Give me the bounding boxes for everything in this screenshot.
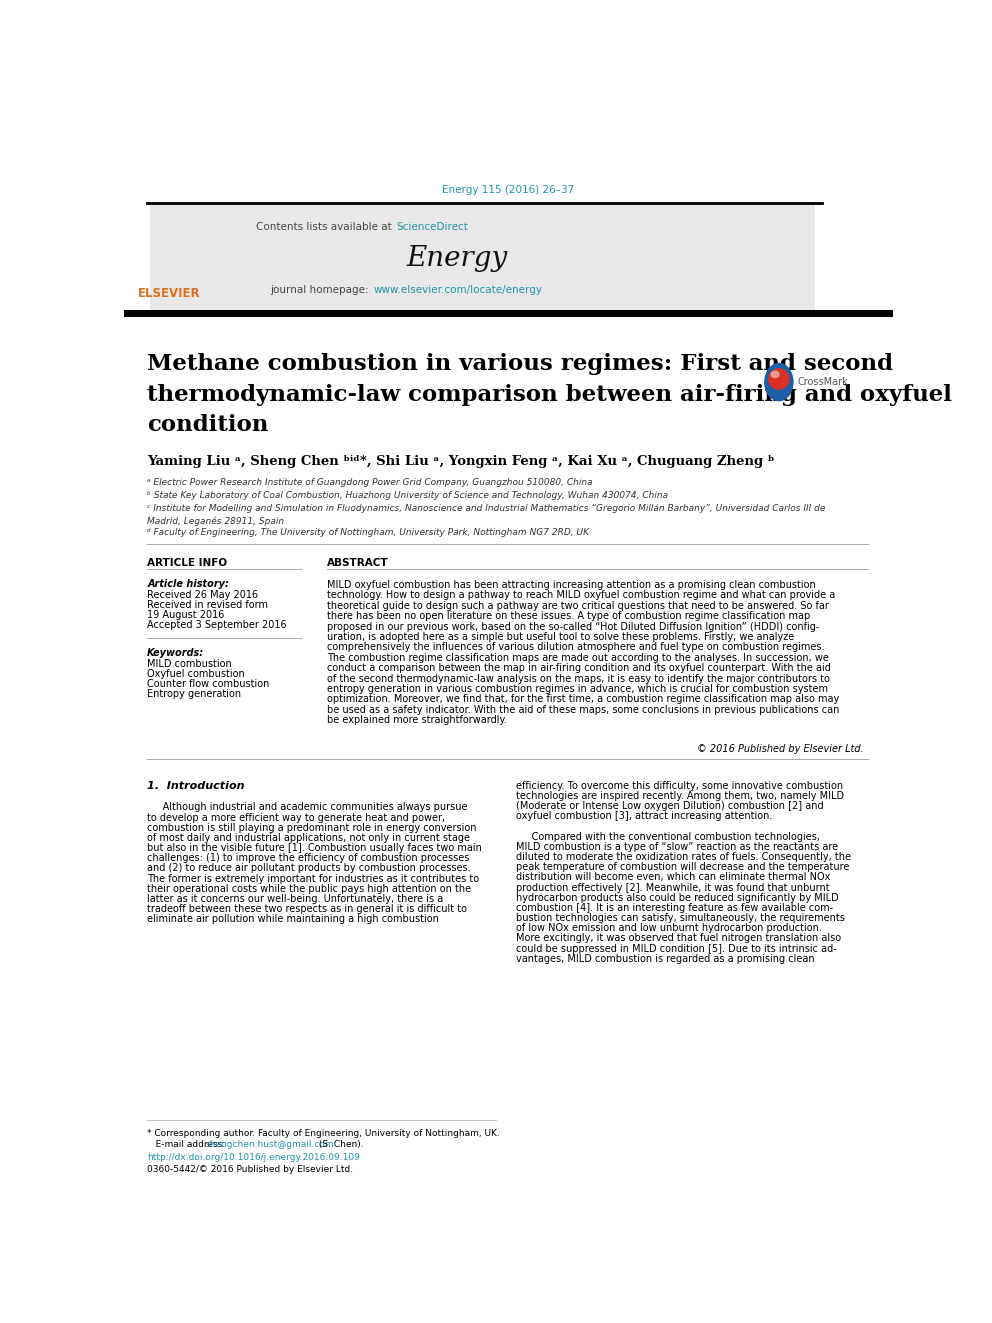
Text: conduct a comparison between the map in air-firing condition and its oxyfuel cou: conduct a comparison between the map in … bbox=[327, 663, 831, 673]
Text: efficiency. To overcome this difficulty, some innovative combustion: efficiency. To overcome this difficulty,… bbox=[516, 781, 843, 791]
Ellipse shape bbox=[764, 363, 794, 401]
Text: theoretical guide to design such a pathway are two critical questions that need : theoretical guide to design such a pathw… bbox=[327, 601, 829, 611]
Text: hydrocarbon products also could be reduced significantly by MILD: hydrocarbon products also could be reduc… bbox=[516, 893, 839, 902]
Text: MILD oxyfuel combustion has been attracting increasing attention as a promising : MILD oxyfuel combustion has been attract… bbox=[327, 579, 815, 590]
Text: © 2016 Published by Elsevier Ltd.: © 2016 Published by Elsevier Ltd. bbox=[697, 744, 864, 754]
Text: The combustion regime classification maps are made out according to the analyses: The combustion regime classification map… bbox=[327, 652, 829, 663]
Text: ABSTRACT: ABSTRACT bbox=[327, 557, 389, 568]
Text: 0360-5442/© 2016 Published by Elsevier Ltd.: 0360-5442/© 2016 Published by Elsevier L… bbox=[147, 1166, 353, 1174]
Text: 1.  Introduction: 1. Introduction bbox=[147, 781, 245, 791]
Text: bustion technologies can satisfy, simultaneously, the requirements: bustion technologies can satisfy, simult… bbox=[516, 913, 845, 923]
Text: tradeoff between these two respects as in general it is difficult to: tradeoff between these two respects as i… bbox=[147, 904, 467, 914]
Text: but also in the visible future [1]. Combustion usually faces two main: but also in the visible future [1]. Comb… bbox=[147, 843, 482, 853]
Text: of most daily and industrial applications, not only in current stage: of most daily and industrial application… bbox=[147, 833, 470, 843]
Text: optimization. Moreover, we find that, for the first time, a combustion regime cl: optimization. Moreover, we find that, fo… bbox=[327, 695, 839, 704]
Text: www.elsevier.com/locate/energy: www.elsevier.com/locate/energy bbox=[374, 284, 543, 295]
Text: to develop a more efficient way to generate heat and power,: to develop a more efficient way to gener… bbox=[147, 812, 445, 823]
Text: combustion [4]. It is an interesting feature as few available com-: combustion [4]. It is an interesting fea… bbox=[516, 902, 833, 913]
Text: Keywords:: Keywords: bbox=[147, 648, 204, 659]
Text: Yaming Liu ᵃ, Sheng Chen ᵇⁱᵈ*, Shi Liu ᵃ, Yongxin Feng ᵃ, Kai Xu ᵃ, Chuguang Zhe: Yaming Liu ᵃ, Sheng Chen ᵇⁱᵈ*, Shi Liu ᵃ… bbox=[147, 455, 775, 468]
Text: MILD combustion is a type of “slow” reaction as the reactants are: MILD combustion is a type of “slow” reac… bbox=[516, 841, 838, 852]
Text: Energy: Energy bbox=[407, 245, 508, 273]
Text: Methane combustion in various regimes: First and second: Methane combustion in various regimes: F… bbox=[147, 353, 893, 374]
Text: Oxyfuel combustion: Oxyfuel combustion bbox=[147, 669, 245, 679]
Ellipse shape bbox=[768, 368, 790, 390]
Text: of the second thermodynamic-law analysis on the maps, it is easy to identify the: of the second thermodynamic-law analysis… bbox=[327, 673, 830, 684]
Text: (S. Chen).: (S. Chen). bbox=[316, 1139, 364, 1148]
Text: ScienceDirect: ScienceDirect bbox=[397, 221, 468, 232]
Text: their operational costs while the public pays high attention on the: their operational costs while the public… bbox=[147, 884, 471, 894]
Bar bbox=[150, 204, 814, 312]
Text: E-mail address:: E-mail address: bbox=[147, 1139, 228, 1148]
Text: More excitingly, it was observed that fuel nitrogen translation also: More excitingly, it was observed that fu… bbox=[516, 934, 841, 943]
Text: Contents lists available at: Contents lists available at bbox=[256, 221, 395, 232]
Text: diluted to moderate the oxidization rates of fuels. Consequently, the: diluted to moderate the oxidization rate… bbox=[516, 852, 851, 863]
Text: Madrid, Leganés 28911, Spain: Madrid, Leganés 28911, Spain bbox=[147, 516, 285, 525]
Text: uration, is adopted here as a simple but useful tool to solve these problems. Fi: uration, is adopted here as a simple but… bbox=[327, 632, 795, 642]
Text: eliminate air pollution while maintaining a high combustion: eliminate air pollution while maintainin… bbox=[147, 914, 439, 925]
Text: be explained more straightforwardly.: be explained more straightforwardly. bbox=[327, 716, 507, 725]
Text: ᵇ State Key Laboratory of Coal Combustion, Huazhong University of Science and Te: ᵇ State Key Laboratory of Coal Combustio… bbox=[147, 491, 669, 500]
Text: ᵈ Faculty of Engineering, The University of Nottingham, University Park, Notting: ᵈ Faculty of Engineering, The University… bbox=[147, 528, 589, 537]
Text: Counter flow combustion: Counter flow combustion bbox=[147, 679, 270, 689]
Text: technologies are inspired recently. Among them, two, namely MILD: technologies are inspired recently. Amon… bbox=[516, 791, 844, 802]
Ellipse shape bbox=[771, 370, 780, 378]
Text: distribution will become even, which can eliminate thermal NOx: distribution will become even, which can… bbox=[516, 872, 830, 882]
Text: ELSEVIER: ELSEVIER bbox=[138, 287, 200, 300]
Text: peak temperature of combustion will decrease and the temperature: peak temperature of combustion will decr… bbox=[516, 863, 849, 872]
Text: combustion is still playing a predominant role in energy conversion: combustion is still playing a predominan… bbox=[147, 823, 477, 832]
Text: journal homepage:: journal homepage: bbox=[270, 284, 372, 295]
Text: (Moderate or Intense Low oxygen Dilution) combustion [2] and: (Moderate or Intense Low oxygen Dilution… bbox=[516, 802, 823, 811]
Text: Energy 115 (2016) 26–37: Energy 115 (2016) 26–37 bbox=[442, 185, 574, 194]
Text: production effectively [2]. Meanwhile, it was found that unburnt: production effectively [2]. Meanwhile, i… bbox=[516, 882, 829, 893]
Text: entropy generation in various combustion regimes in advance, which is crucial fo: entropy generation in various combustion… bbox=[327, 684, 828, 693]
Text: and (2) to reduce air pollutant products by combustion processes.: and (2) to reduce air pollutant products… bbox=[147, 864, 471, 873]
Text: vantages, MILD combustion is regarded as a promising clean: vantages, MILD combustion is regarded as… bbox=[516, 954, 814, 963]
Text: CrossMark: CrossMark bbox=[798, 377, 848, 388]
Text: Received in revised form: Received in revised form bbox=[147, 599, 268, 610]
Text: challenges: (1) to improve the efficiency of combustion processes: challenges: (1) to improve the efficienc… bbox=[147, 853, 469, 864]
Text: comprehensively the influences of various dilution atmosphere and fuel type on c: comprehensively the influences of variou… bbox=[327, 643, 824, 652]
Text: Accepted 3 September 2016: Accepted 3 September 2016 bbox=[147, 620, 287, 630]
Text: * Corresponding author. Faculty of Engineering, University of Nottingham, UK.: * Corresponding author. Faculty of Engin… bbox=[147, 1129, 500, 1138]
Text: Entropy generation: Entropy generation bbox=[147, 689, 241, 700]
Text: thermodynamic-law comparison between air-firing and oxyfuel: thermodynamic-law comparison between air… bbox=[147, 384, 952, 406]
Text: could be suppressed in MILD condition [5]. Due to its intrinsic ad-: could be suppressed in MILD condition [5… bbox=[516, 943, 837, 954]
Text: proposed in our previous work, based on the so-called “Hot Diluted Diffusion Ign: proposed in our previous work, based on … bbox=[327, 622, 819, 631]
Text: oxyfuel combustion [3], attract increasing attention.: oxyfuel combustion [3], attract increasi… bbox=[516, 811, 773, 822]
Text: shengchen.hust@gmail.com: shengchen.hust@gmail.com bbox=[205, 1139, 334, 1148]
Text: ARTICLE INFO: ARTICLE INFO bbox=[147, 557, 227, 568]
Text: there has been no open literature on these issues. A type of combustion regime c: there has been no open literature on the… bbox=[327, 611, 810, 620]
Text: 19 August 2016: 19 August 2016 bbox=[147, 610, 224, 620]
Text: Received 26 May 2016: Received 26 May 2016 bbox=[147, 590, 258, 599]
Text: MILD combustion: MILD combustion bbox=[147, 659, 232, 669]
Text: technology. How to design a pathway to reach MILD oxyfuel combustion regime and : technology. How to design a pathway to r… bbox=[327, 590, 835, 601]
Text: of low NOx emission and low unburnt hydrocarbon production.: of low NOx emission and low unburnt hydr… bbox=[516, 923, 822, 933]
Text: Article history:: Article history: bbox=[147, 579, 229, 589]
Text: ᶜ Institute for Modelling and Simulation in Fluodynamics, Nanoscience and Indust: ᶜ Institute for Modelling and Simulation… bbox=[147, 504, 825, 513]
Text: Although industrial and academic communities always pursue: Although industrial and academic communi… bbox=[147, 803, 468, 812]
Text: Compared with the conventional combustion technologies,: Compared with the conventional combustio… bbox=[516, 832, 820, 841]
Text: http://dx.doi.org/10.1016/j.energy.2016.09.109: http://dx.doi.org/10.1016/j.energy.2016.… bbox=[147, 1152, 360, 1162]
Text: be used as a safety indicator. With the aid of these maps, some conclusions in p: be used as a safety indicator. With the … bbox=[327, 705, 839, 714]
Text: condition: condition bbox=[147, 414, 269, 437]
Text: latter as it concerns our well-being. Unfortunately, there is a: latter as it concerns our well-being. Un… bbox=[147, 894, 443, 904]
Text: The former is extremely important for industries as it contributes to: The former is extremely important for in… bbox=[147, 873, 479, 884]
Text: ᵃ Electric Power Research Institute of Guangdong Power Grid Company, Guangzhou 5: ᵃ Electric Power Research Institute of G… bbox=[147, 479, 593, 487]
